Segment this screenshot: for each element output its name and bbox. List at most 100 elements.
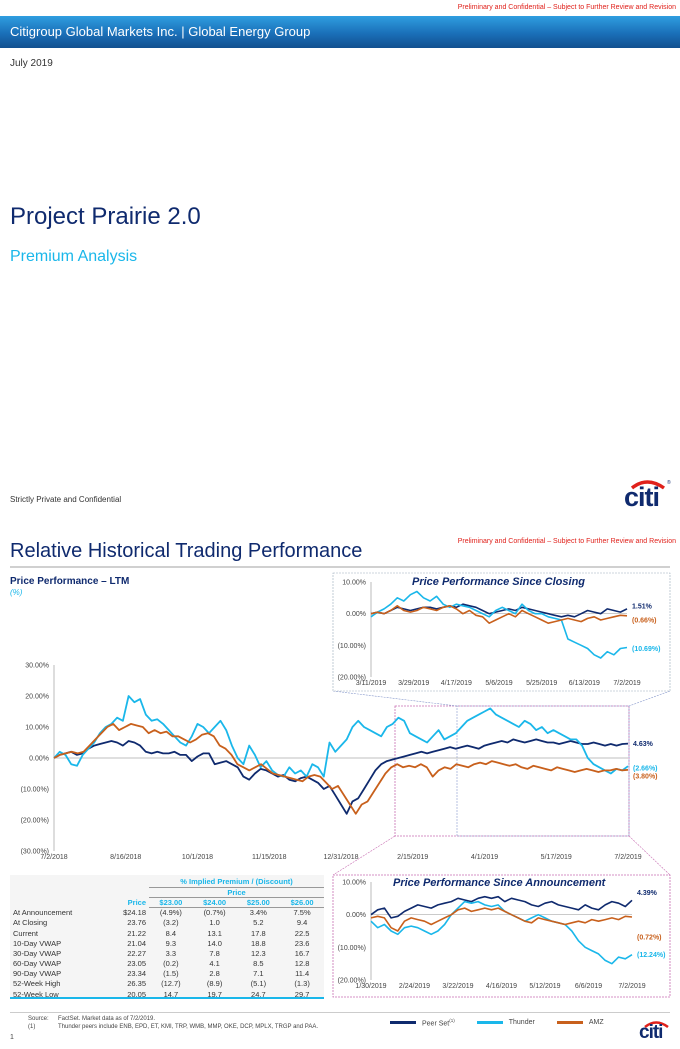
x-tick-label: 3/29/2019 (398, 680, 429, 687)
x-tick-label: 4/1/2019 (471, 854, 498, 861)
x-tick-label: 5/17/2019 (541, 854, 572, 861)
table-cell: 20.05 (127, 989, 147, 999)
y-tick-label: (20.00%) (338, 978, 366, 985)
table-cell: (8.9) (206, 979, 223, 989)
table-cell: 23.34 (127, 969, 147, 979)
banner-title: Citigroup Global Markets Inc. | Global E… (10, 24, 311, 39)
svg-text:®: ® (667, 479, 671, 486)
table-cell: 11.4 (295, 969, 310, 979)
table-cell: 8.5 (253, 959, 264, 969)
x-tick-label: 6/13/2019 (569, 680, 600, 687)
table-cell: $24.18 (123, 908, 147, 918)
table-cell: (0.7%) (203, 908, 226, 918)
table-cell: (1.5) (163, 969, 179, 979)
x-tick-label: 7/2/2018 (40, 854, 67, 861)
row-label: At Closing (13, 918, 48, 928)
col-header-blank (10, 897, 106, 907)
x-tick-label: 5/6/2019 (485, 680, 512, 687)
table-cell: (5.1) (250, 979, 267, 989)
table-cell: 2.8 (209, 969, 220, 979)
y-tick-label: (20.00%) (338, 675, 366, 682)
table-row: 30-Day VWAP 22.27 3.3 7.8 12.3 16.7 (10, 948, 324, 958)
table-row: 90-Day VWAP 23.34 (1.5) 2.8 7.1 11.4 (10, 969, 324, 979)
citi-wordmark: citi (624, 482, 660, 512)
table-cell: 3.3 (165, 948, 177, 958)
column-header: Price (127, 897, 147, 907)
citi-arc-icon: ® (630, 479, 671, 490)
end-label-thunder: (2.66%) (633, 766, 658, 773)
citi-logo-footer: citi (638, 1018, 674, 1044)
table-cell: 17.8 (251, 928, 266, 938)
table-cell: 21.04 (127, 938, 147, 948)
x-tick-label: 5/25/2019 (526, 680, 557, 687)
y-tick-label: 0.00% (29, 756, 49, 763)
series-line-amz (53, 723, 629, 815)
series-line-thunder (370, 900, 633, 965)
series-line-amz (370, 604, 628, 625)
table-cell: 26.35 (127, 979, 147, 989)
column-header: $25.00 (236, 897, 281, 909)
table-cell: 7.5% (293, 908, 311, 918)
end-label-amz: (0.66%) (632, 617, 657, 624)
header-banner (0, 16, 680, 48)
title-divider (10, 566, 670, 568)
table-cell: 16.7 (294, 948, 310, 958)
table-cell: 9.3 (165, 938, 177, 948)
table-row: 10-Day VWAP 21.04 9.3 14.0 18.8 23.6 (10, 938, 324, 948)
table-cell: 1.0 (209, 918, 220, 928)
column-header: $26.00 (280, 897, 324, 909)
table-row: 52-Week Low 20.05 14.7 19.7 24.7 29.7 (10, 989, 324, 999)
legend-swatch-amz (556, 1021, 583, 1025)
strictly-private-label: Strictly Private and Confidential (10, 495, 122, 504)
x-tick-label: 4/17/2019 (441, 680, 472, 687)
row-label: 10-Day VWAP (13, 938, 62, 948)
table-cell: 24.7 (251, 989, 266, 999)
x-tick-label: 11/15/2018 (252, 854, 287, 861)
row-label: 30-Day VWAP (13, 948, 62, 958)
series-line-peer (370, 603, 628, 618)
y-tick-label: 10.00% (25, 725, 49, 732)
table-cell: 19.7 (207, 989, 222, 999)
table-cell: 22.27 (127, 948, 147, 958)
x-tick-label: 7/2/2019 (614, 854, 641, 861)
row-label: 52-Week High (13, 979, 61, 989)
series-line-peer (370, 895, 633, 919)
table-row: At Closing 23.76 (3.2) 1.0 5.2 9.4 (10, 918, 324, 928)
table-cell: (1.3) (294, 979, 310, 989)
premium-column-headers: Price $23.00 $24.00 $25.00 $26.00 (10, 897, 324, 909)
y-tick-label: 0.00% (346, 611, 366, 618)
x-tick-label: 4/16/2019 (486, 983, 517, 990)
premium-table: % Implied Premium / (Discount) Price Pri… (10, 877, 324, 999)
project-title: Project Prairie 2.0 (10, 203, 201, 230)
table-cell: 3.4% (249, 908, 267, 918)
end-label-thunder: (10.69%) (632, 646, 660, 653)
table-row: At Announcement $24.18 (4.9%) (0.7%) 3.4% 7.5… (10, 908, 324, 918)
x-tick-label: 7/2/2019 (618, 983, 645, 990)
citi-arc-icon-footer (644, 1021, 669, 1029)
table-cell: 14.0 (207, 938, 222, 948)
end-label-peer: 1.51% (632, 603, 653, 610)
series-line-peer (53, 738, 629, 815)
y-tick-label: (10.00%) (21, 787, 49, 794)
footnote-1-label: (1) (28, 1024, 36, 1030)
page-number: 1 (10, 1034, 14, 1041)
table-cell: 4.1 (209, 959, 220, 969)
end-label-peer: 4.63% (633, 741, 654, 748)
x-tick-label: 2/24/2019 (399, 983, 430, 990)
series-line-thunder (370, 590, 628, 659)
since-closing-title: Price Performance Since Closing (412, 576, 586, 588)
y-tick-label: (10.00%) (338, 945, 366, 952)
table-cell: 9.4 (296, 918, 308, 928)
legend-label-amz: AMZ (588, 1019, 604, 1027)
connector-announcement-left (332, 835, 396, 876)
table-cell: 5.2 (253, 918, 264, 928)
series-line-amz (370, 907, 633, 932)
y-tick-label: 30.00% (25, 663, 49, 670)
legend-label-peer: Peer Set (422, 1020, 450, 1028)
legend-label-thunder: Thunder (508, 1019, 535, 1027)
x-tick-label: 5/12/2019 (529, 983, 560, 990)
row-label: At Announcement (13, 908, 73, 918)
x-tick-label: 10/1/2018 (182, 854, 213, 861)
series-line-thunder (53, 695, 629, 778)
